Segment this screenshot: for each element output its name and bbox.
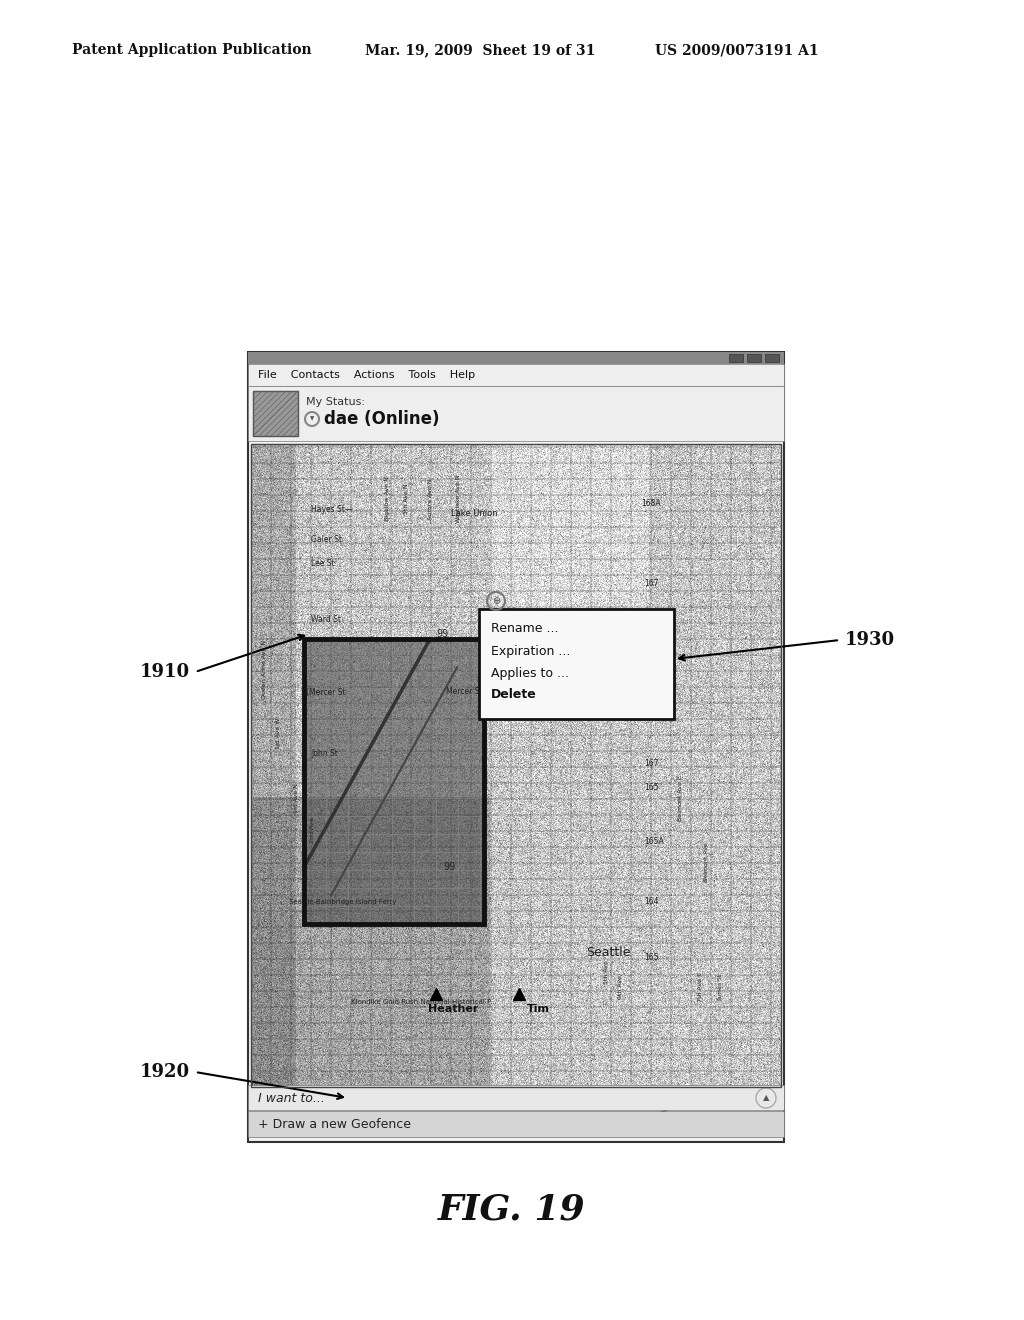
Bar [729, 354, 743, 362]
Text: 1st Ave N: 1st Ave N [294, 783, 299, 813]
Bar [248, 1111, 784, 1137]
Text: 2nd Ave: 2nd Ave [310, 817, 315, 842]
Text: Galer St: Galer St [311, 535, 342, 544]
Text: Heather: Heather [428, 1005, 478, 1014]
Text: My Status:: My Status: [306, 397, 365, 407]
Text: 7th Ave S: 7th Ave S [698, 972, 703, 1002]
Text: dae (Online): dae (Online) [324, 411, 439, 428]
Text: 5th Ave N: 5th Ave N [404, 483, 410, 515]
Bar [248, 352, 784, 364]
Text: FIG. 19: FIG. 19 [438, 1193, 586, 1228]
Bar [253, 391, 298, 436]
Text: Belmont Ave: Belmont Ave [703, 842, 709, 882]
Text: James St: James St [719, 973, 724, 1001]
Text: + Draw a new Geofence: + Draw a new Geofence [258, 1118, 411, 1130]
Text: Hayes St—: Hayes St— [311, 504, 352, 513]
Text: Seattle-Bainbridge Island Ferry: Seattle-Bainbridge Island Ferry [289, 899, 396, 906]
Text: Klondike Gold Rush National Historical P...: Klondike Gold Rush National Historical P… [351, 999, 497, 1005]
Text: 6th Ave: 6th Ave [618, 975, 624, 999]
Text: 99: 99 [443, 862, 456, 873]
Text: 1st Ave W: 1st Ave W [275, 718, 281, 748]
Text: ▲: ▲ [763, 1093, 769, 1102]
Text: 1910: 1910 [140, 663, 190, 681]
Text: Patent Application Publication: Patent Application Publication [72, 44, 311, 57]
Text: Bigelow Ave N: Bigelow Ave N [385, 477, 390, 521]
Bar [304, 639, 484, 924]
Text: Mercer St: Mercer St [446, 688, 482, 697]
Text: 164: 164 [644, 898, 658, 907]
Text: 166: 166 [644, 680, 658, 689]
Text: Applies to ...: Applies to ... [490, 667, 569, 680]
Text: ▼: ▼ [310, 417, 314, 421]
Text: 5th Ave: 5th Ave [603, 960, 608, 983]
Bar [479, 609, 674, 719]
Text: Tim: Tim [527, 1005, 550, 1014]
Text: 165A: 165A [644, 837, 664, 846]
Text: 165: 165 [644, 953, 658, 961]
Text: ⊕: ⊕ [492, 597, 500, 606]
Text: Becky: Becky [561, 611, 598, 620]
Text: Mar. 19, 2009  Sheet 19 of 31: Mar. 19, 2009 Sheet 19 of 31 [365, 44, 595, 57]
Text: Lee St: Lee St [311, 560, 335, 569]
Text: Seattle: Seattle [586, 945, 631, 958]
Text: 168A: 168A [641, 499, 660, 508]
Bar [248, 385, 784, 441]
Bar [746, 354, 761, 362]
Text: 99: 99 [436, 630, 449, 639]
Text: Westlake Ave N: Westlake Ave N [456, 475, 461, 523]
Text: John St: John St [311, 750, 338, 759]
Text: Expiration ...: Expiration ... [490, 644, 570, 657]
Text: 167: 167 [644, 579, 658, 589]
Text: Ward St: Ward St [311, 615, 341, 623]
Bar [765, 354, 779, 362]
Bar [251, 444, 781, 1086]
Text: Delete: Delete [490, 689, 537, 701]
Text: Aurora Ave N: Aurora Ave N [428, 478, 433, 520]
Bar [248, 1085, 784, 1110]
Text: File    Contacts    Actions    Tools    Help: File Contacts Actions Tools Help [258, 370, 475, 380]
Text: Rename ...: Rename ... [490, 623, 558, 635]
Text: 1900: 1900 [695, 1074, 745, 1092]
Text: 165: 165 [644, 783, 658, 792]
Text: 1930: 1930 [845, 631, 895, 649]
Text: (Mercer St: (Mercer St [306, 688, 346, 697]
Bar [248, 352, 784, 1142]
Bar [248, 364, 784, 385]
Text: I want to...: I want to... [258, 1092, 325, 1105]
Text: Lake Union: Lake Union [451, 510, 498, 519]
Text: 167: 167 [644, 759, 658, 768]
Text: 1920: 1920 [140, 1063, 190, 1081]
Bar [304, 639, 484, 924]
Text: Queen Anne Ave N: Queen Anne Ave N [261, 639, 266, 698]
Text: Belmont Ave E: Belmont Ave E [679, 775, 683, 821]
Text: US 2009/0073191 A1: US 2009/0073191 A1 [655, 44, 818, 57]
